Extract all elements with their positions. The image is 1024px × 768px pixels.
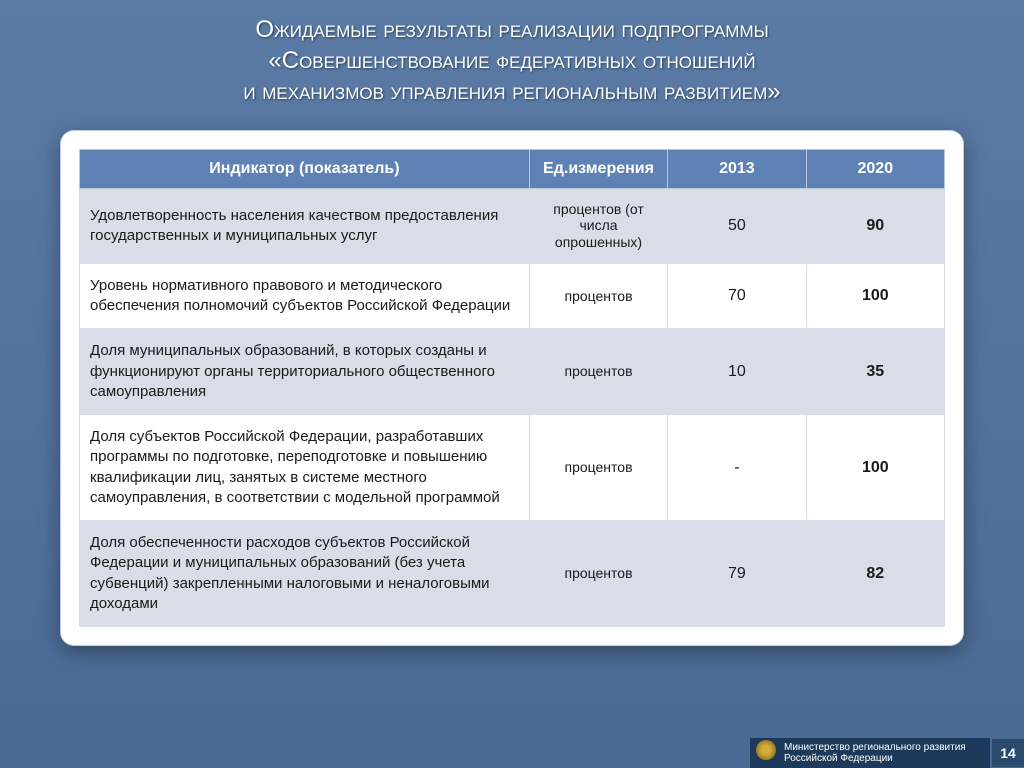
header-indicator: Индикатор (показатель) xyxy=(80,149,530,188)
slide-footer: Министерство регионального развития Росс… xyxy=(0,738,1024,768)
ministry-line-1: Министерство регионального развития xyxy=(784,742,980,753)
cell-2013: 79 xyxy=(668,521,806,627)
ministry-line-2: Российской Федерации xyxy=(784,753,980,764)
indicators-table: Индикатор (показатель) Ед.измерения 2013… xyxy=(79,149,945,628)
table-row: Доля обеспеченности расходов субъектов Р… xyxy=(80,521,945,627)
cell-2013: 70 xyxy=(668,263,806,329)
header-year-2013: 2013 xyxy=(668,149,806,188)
cell-unit: процентов xyxy=(529,329,667,415)
cell-indicator: Удовлетворенность населения качеством пр… xyxy=(80,188,530,263)
cell-2020: 90 xyxy=(806,188,944,263)
title-line-1: Ожидаемые результаты реализации подпрогр… xyxy=(255,16,768,43)
cell-2013: 50 xyxy=(668,188,806,263)
content-panel: Индикатор (показатель) Ед.измерения 2013… xyxy=(60,130,964,647)
emblem-icon xyxy=(756,740,776,760)
cell-2020: 100 xyxy=(806,263,944,329)
header-unit: Ед.измерения xyxy=(529,149,667,188)
table-row: Удовлетворенность населения качеством пр… xyxy=(80,188,945,263)
title-text: Ожидаемые результаты реализации подпрогр… xyxy=(40,14,984,108)
cell-unit: процентов (от числа опрошенных) xyxy=(529,188,667,263)
cell-unit: процентов xyxy=(529,263,667,329)
cell-indicator: Уровень нормативного правового и методич… xyxy=(80,263,530,329)
table-row: Доля муниципальных образований, в которы… xyxy=(80,329,945,415)
cell-2020: 100 xyxy=(806,415,944,521)
cell-unit: процентов xyxy=(529,415,667,521)
cell-indicator: Доля субъектов Российской Федерации, раз… xyxy=(80,415,530,521)
cell-indicator: Доля муниципальных образований, в которы… xyxy=(80,329,530,415)
header-year-2020: 2020 xyxy=(806,149,944,188)
cell-indicator: Доля обеспеченности расходов субъектов Р… xyxy=(80,521,530,627)
cell-unit: процентов xyxy=(529,521,667,627)
title-line-2: «Совершенствование федеративных отношени… xyxy=(268,47,755,74)
table-row: Доля субъектов Российской Федерации, раз… xyxy=(80,415,945,521)
table-row: Уровень нормативного правового и методич… xyxy=(80,263,945,329)
cell-2020: 82 xyxy=(806,521,944,627)
page-number: 14 xyxy=(992,739,1024,767)
slide-title: Ожидаемые результаты реализации подпрогр… xyxy=(0,0,1024,118)
cell-2013: 10 xyxy=(668,329,806,415)
title-line-3: и механизмов управления региональным раз… xyxy=(243,78,780,105)
cell-2013: - xyxy=(668,415,806,521)
ministry-badge: Министерство регионального развития Росс… xyxy=(750,738,990,768)
cell-2020: 35 xyxy=(806,329,944,415)
